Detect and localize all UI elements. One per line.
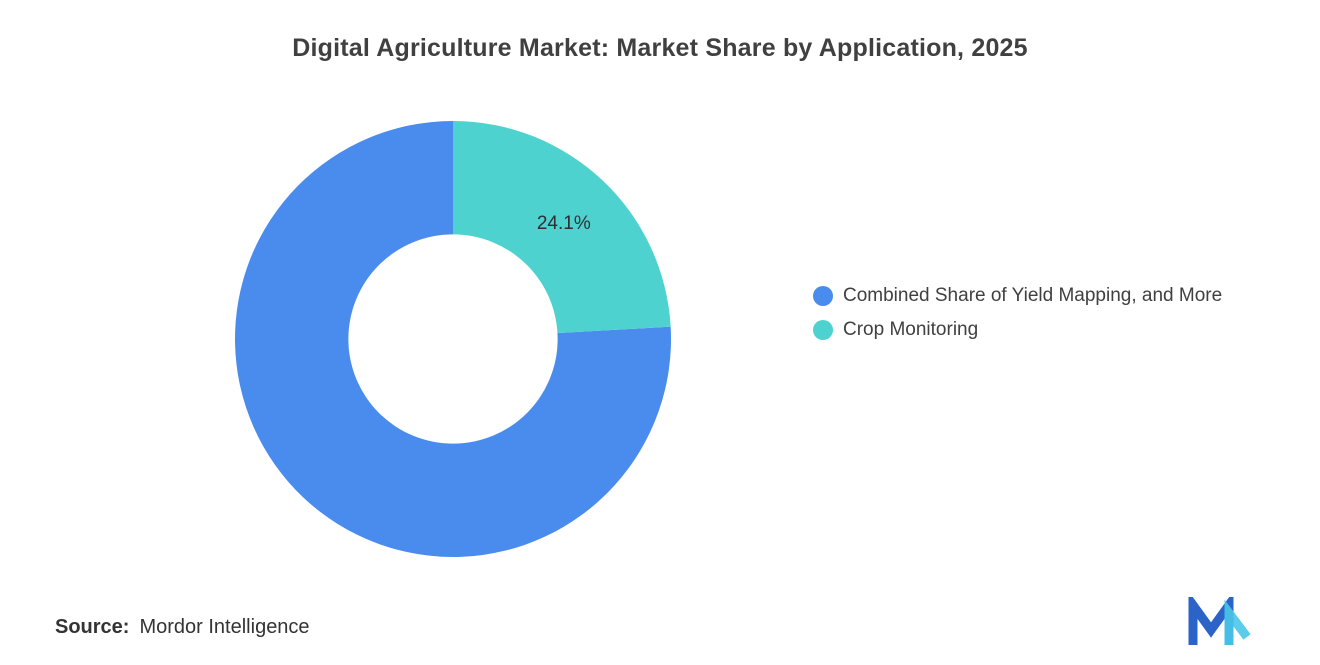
logo-m-shape <box>1188 597 1234 645</box>
donut-chart-container: 24.1% <box>233 119 673 559</box>
legend-item-crop-monitoring: Crop Monitoring <box>813 318 1222 342</box>
donut-hole <box>348 234 558 444</box>
legend-label-crop-monitoring: Crop Monitoring <box>843 319 979 340</box>
chart-legend: Combined Share of Yield Mapping, and Mor… <box>813 284 1222 342</box>
source-attribution: Source: Mordor Intelligence <box>55 616 310 639</box>
legend-item-yield-mapping: Combined Share of Yield Mapping, and Mor… <box>813 284 1222 308</box>
donut-chart: 24.1% <box>234 120 672 557</box>
legend-label-yield-mapping: Combined Share of Yield Mapping, and Mor… <box>843 285 1223 306</box>
logo-i-shape <box>1224 599 1251 645</box>
legend-swatch-blue <box>813 286 833 306</box>
slice-value-label: 24.1% <box>537 213 591 234</box>
chart-title: Digital Agriculture Market: Market Share… <box>292 34 1028 62</box>
source-label: Source: <box>55 616 130 638</box>
mordor-intelligence-logo <box>1188 597 1251 645</box>
source-value: Mordor Intelligence <box>139 616 310 638</box>
legend-swatch-teal <box>813 320 833 340</box>
